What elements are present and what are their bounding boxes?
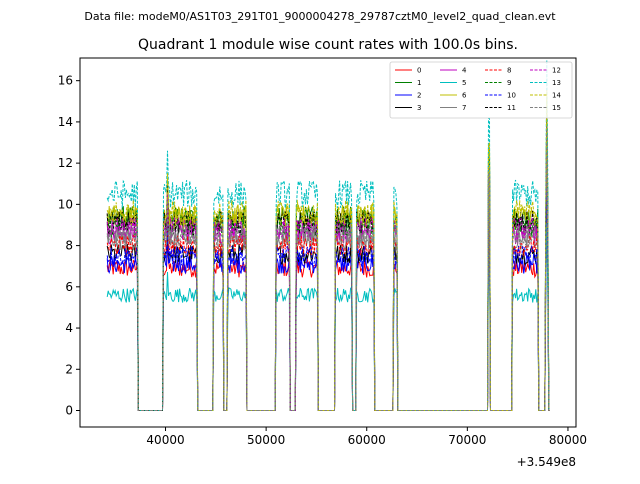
x-tick-label: 70000	[448, 433, 486, 447]
series-line-9	[106, 109, 550, 411]
legend-box	[389, 61, 573, 119]
x-tick-label: 80000	[549, 433, 587, 447]
legend-label-9: 9	[507, 79, 511, 87]
x-tick-label: 60000	[348, 433, 386, 447]
legend-label-8: 8	[507, 67, 511, 75]
y-axis-ticks: 0 2 4 6 8 10 12 14 16	[58, 74, 80, 418]
x-tick-label: 50000	[247, 433, 285, 447]
legend-label-2: 2	[417, 92, 421, 100]
y-tick-label: 8	[65, 239, 73, 253]
y-tick-label: 6	[65, 280, 73, 294]
y-tick-label: 4	[65, 321, 73, 335]
legend-label-0: 0	[417, 67, 421, 75]
y-tick-label: 10	[58, 197, 73, 211]
x-tick-label: 40000	[146, 433, 184, 447]
plot-lines	[106, 59, 550, 411]
legend-label-7: 7	[462, 104, 466, 112]
legend-label-1: 1	[417, 79, 421, 87]
legend-label-10: 10	[507, 92, 516, 100]
legend-label-13: 13	[552, 79, 561, 87]
y-tick-label: 12	[58, 156, 73, 170]
legend-label-11: 11	[507, 104, 516, 112]
legend-label-5: 5	[462, 79, 466, 87]
legend-label-4: 4	[462, 67, 467, 75]
data-file-suptitle: Data file: modeM0/AS1T03_291T01_90000042…	[84, 10, 556, 23]
y-tick-label: 0	[65, 404, 73, 418]
chart-title: Quadrant 1 module wise count rates with …	[138, 37, 518, 53]
legend-label-3: 3	[417, 104, 421, 112]
legend-label-14: 14	[552, 92, 561, 100]
x-axis-ticks: 40000 50000 60000 70000 80000	[146, 427, 587, 447]
x-offset-label: +3.549e8	[517, 455, 576, 469]
legend-label-12: 12	[552, 67, 561, 75]
legend-label-6: 6	[462, 92, 467, 100]
y-tick-label: 16	[58, 74, 73, 88]
y-tick-label: 14	[58, 115, 73, 129]
y-tick-label: 2	[65, 362, 73, 376]
plot-frame	[79, 57, 577, 428]
series-line-15	[106, 126, 550, 411]
legend-label-15: 15	[552, 104, 561, 112]
